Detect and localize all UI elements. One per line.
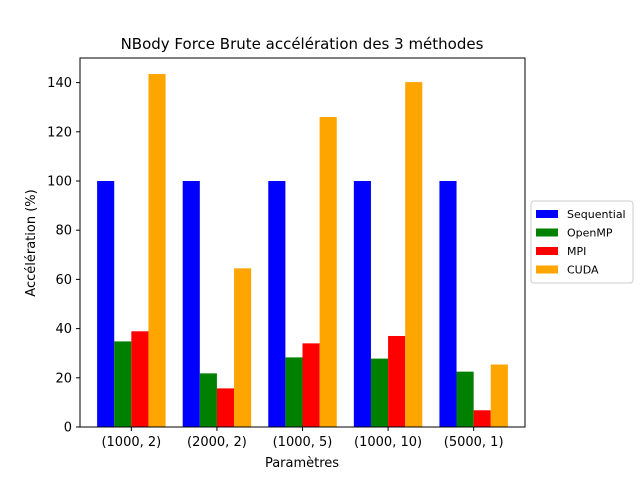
legend-label-cuda: CUDA — [567, 264, 599, 277]
legend: Sequential OpenMP MPI CUDA — [530, 200, 634, 284]
bar-group — [97, 73, 508, 428]
legend-swatch-mpi — [536, 247, 558, 255]
bar-mpi-1 — [216, 388, 235, 427]
y-axis: 0 20 40 60 80 100 120 140 — [47, 76, 80, 436]
y-tick-label: 60 — [55, 273, 72, 288]
y-tick-label: 80 — [55, 224, 72, 239]
bar-cuda-1 — [234, 268, 252, 427]
plot-frame — [79, 57, 526, 428]
bar-mpi-2 — [302, 343, 320, 427]
y-tick-label: 100 — [47, 175, 72, 190]
bar-openmp-3 — [370, 358, 389, 427]
bar-cuda-4 — [490, 364, 508, 427]
bar-cuda-3 — [405, 82, 423, 427]
y-tick-label: 20 — [55, 371, 72, 386]
y-axis-label: Accélération (%) — [24, 189, 39, 296]
legend-label-openmp: OpenMP — [567, 227, 613, 240]
bar-openmp-1 — [199, 373, 217, 427]
legend-swatch-sequential — [536, 210, 558, 218]
bar-cuda-2 — [319, 117, 337, 427]
x-tick-label: (1000, 2) — [101, 435, 161, 450]
legend-label-sequential: Sequential — [567, 208, 626, 221]
y-tick-label: 40 — [55, 322, 72, 337]
bar-openmp-4 — [456, 371, 474, 427]
legend-box — [530, 200, 634, 284]
y-tick-label: 140 — [47, 76, 72, 91]
bar-cuda-0 — [148, 73, 166, 428]
plot-area — [79, 57, 526, 428]
x-axis: (1000, 2) (2000, 2) (1000, 5) (1000, 10) (50… — [101, 427, 504, 450]
legend-label-mpi: MPI — [567, 245, 586, 258]
x-tick-label: (1000, 5) — [273, 435, 333, 450]
bar-openmp-2 — [285, 357, 303, 427]
bar-mpi-4 — [473, 410, 491, 427]
bar-openmp-0 — [114, 341, 132, 427]
y-tick-label: 120 — [47, 125, 72, 140]
y-tick-label: 0 — [64, 421, 72, 436]
x-tick-label: (1000, 10) — [354, 435, 422, 450]
chart-title: NBody Force Brute accélération des 3 mét… — [121, 35, 484, 53]
bar-sequential-1 — [182, 181, 200, 427]
legend-swatch-cuda — [536, 265, 558, 274]
bar-sequential-2 — [268, 181, 286, 427]
bar-mpi-0 — [131, 331, 149, 427]
bar-sequential-3 — [353, 181, 371, 427]
bar-sequential-4 — [439, 181, 457, 427]
bar-sequential-0 — [97, 181, 115, 427]
legend-swatch-openmp — [536, 228, 558, 237]
x-tick-label: (5000, 1) — [444, 435, 504, 450]
x-tick-label: (2000, 2) — [187, 435, 247, 450]
bar-mpi-3 — [388, 335, 406, 427]
x-axis-label: Paramètres — [265, 456, 339, 471]
